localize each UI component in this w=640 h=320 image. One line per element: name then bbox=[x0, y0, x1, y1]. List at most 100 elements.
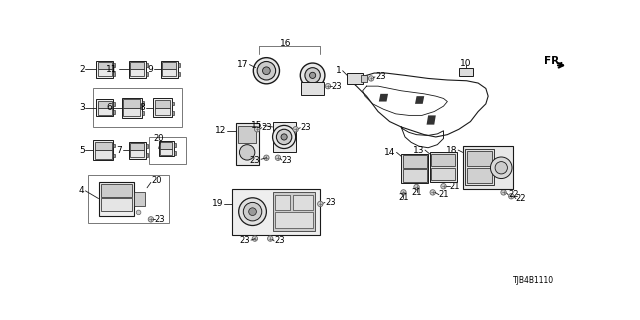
Circle shape bbox=[495, 162, 508, 174]
Circle shape bbox=[148, 217, 154, 222]
Bar bbox=[141, 111, 144, 115]
Text: 6: 6 bbox=[107, 103, 113, 112]
Bar bbox=[178, 72, 180, 76]
Bar bbox=[88, 175, 168, 223]
Bar bbox=[236, 123, 259, 165]
Bar bbox=[463, 146, 513, 188]
Circle shape bbox=[325, 84, 331, 89]
Bar bbox=[141, 101, 144, 105]
Circle shape bbox=[255, 127, 260, 132]
Bar bbox=[98, 69, 111, 76]
Bar bbox=[123, 99, 140, 108]
Text: 23: 23 bbox=[325, 198, 335, 207]
Circle shape bbox=[275, 155, 281, 160]
Text: 21: 21 bbox=[398, 193, 409, 202]
Bar bbox=[238, 126, 257, 143]
Text: 20: 20 bbox=[153, 134, 164, 143]
Circle shape bbox=[136, 210, 141, 215]
Bar bbox=[134, 196, 137, 202]
Bar bbox=[178, 63, 180, 67]
Text: 21: 21 bbox=[450, 182, 460, 191]
Circle shape bbox=[239, 145, 255, 160]
Text: 13: 13 bbox=[413, 146, 424, 155]
Bar bbox=[145, 144, 148, 148]
Circle shape bbox=[249, 208, 257, 215]
Text: 18: 18 bbox=[446, 146, 458, 155]
Circle shape bbox=[430, 190, 435, 195]
Bar bbox=[159, 141, 174, 156]
Bar bbox=[401, 154, 428, 183]
Bar bbox=[95, 150, 111, 158]
Circle shape bbox=[276, 129, 292, 145]
Bar bbox=[160, 148, 172, 155]
Bar bbox=[113, 154, 115, 157]
Bar bbox=[174, 151, 176, 155]
Bar bbox=[93, 88, 182, 127]
Bar bbox=[130, 150, 144, 157]
Text: 16: 16 bbox=[280, 38, 291, 47]
Text: 23: 23 bbox=[300, 123, 311, 132]
Bar bbox=[232, 188, 320, 235]
Text: 19: 19 bbox=[212, 199, 223, 208]
Bar bbox=[403, 156, 427, 168]
Text: 15: 15 bbox=[251, 121, 262, 130]
Bar bbox=[129, 61, 145, 78]
Text: 23: 23 bbox=[262, 123, 273, 132]
Text: TJB4B1110: TJB4B1110 bbox=[513, 276, 554, 285]
Bar bbox=[163, 69, 176, 76]
Text: 23: 23 bbox=[155, 215, 165, 224]
Text: 17: 17 bbox=[237, 60, 249, 69]
Bar bbox=[275, 212, 312, 228]
Bar bbox=[99, 182, 134, 215]
Text: 4: 4 bbox=[79, 186, 84, 195]
Bar bbox=[172, 101, 174, 105]
Bar bbox=[429, 152, 456, 182]
Bar bbox=[172, 111, 174, 115]
Bar bbox=[467, 168, 492, 183]
Circle shape bbox=[369, 76, 374, 81]
Bar bbox=[292, 195, 312, 210]
Text: 3: 3 bbox=[79, 103, 84, 112]
Bar bbox=[130, 143, 144, 150]
Text: 23: 23 bbox=[250, 156, 260, 164]
Bar bbox=[101, 198, 132, 211]
Circle shape bbox=[268, 236, 273, 241]
Text: 2: 2 bbox=[79, 65, 84, 74]
Circle shape bbox=[273, 125, 296, 148]
Polygon shape bbox=[415, 96, 424, 104]
Bar bbox=[122, 98, 141, 118]
Text: 1: 1 bbox=[336, 66, 342, 75]
Text: 23: 23 bbox=[274, 236, 285, 245]
Bar bbox=[160, 142, 172, 148]
Polygon shape bbox=[379, 94, 388, 101]
Text: 11: 11 bbox=[106, 65, 118, 74]
Bar bbox=[361, 75, 367, 82]
Text: 9: 9 bbox=[147, 65, 153, 74]
Bar bbox=[155, 108, 170, 116]
Bar bbox=[145, 63, 148, 67]
Bar bbox=[113, 143, 115, 147]
Text: 8: 8 bbox=[139, 103, 145, 112]
Circle shape bbox=[414, 184, 419, 190]
Bar bbox=[101, 184, 132, 197]
Bar bbox=[98, 62, 111, 69]
Bar bbox=[113, 72, 115, 76]
Bar bbox=[134, 192, 145, 206]
Bar bbox=[301, 82, 324, 95]
Text: 22: 22 bbox=[516, 194, 526, 203]
Bar bbox=[465, 148, 494, 186]
Bar bbox=[459, 68, 473, 76]
Bar bbox=[467, 151, 492, 166]
Bar bbox=[145, 72, 148, 76]
Bar bbox=[113, 102, 115, 106]
Bar bbox=[153, 99, 172, 117]
Text: FR.: FR. bbox=[543, 57, 563, 67]
Circle shape bbox=[257, 61, 276, 80]
Circle shape bbox=[441, 184, 446, 189]
Bar bbox=[273, 192, 315, 231]
Circle shape bbox=[281, 134, 287, 140]
Circle shape bbox=[401, 190, 406, 195]
Bar bbox=[98, 108, 111, 115]
Text: 23: 23 bbox=[282, 156, 292, 164]
Bar bbox=[95, 141, 111, 150]
